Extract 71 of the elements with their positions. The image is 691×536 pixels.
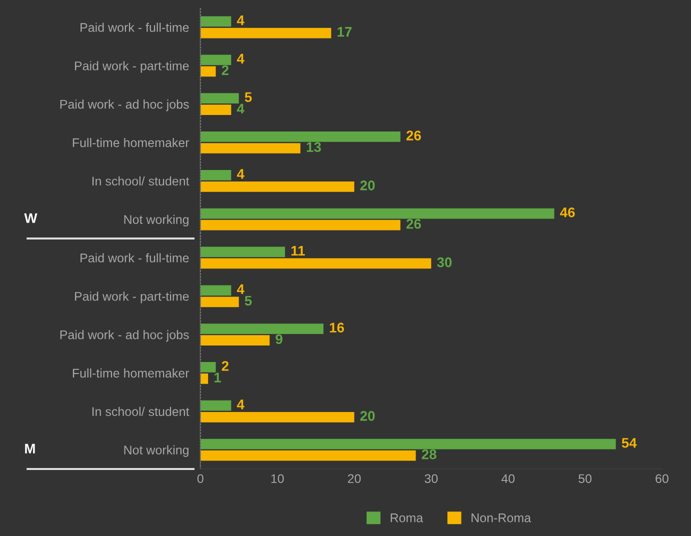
data-label: 4 <box>236 284 244 294</box>
bar <box>200 132 400 142</box>
data-label: 28 <box>422 449 436 460</box>
data-label: 4 <box>236 16 244 26</box>
data-label: 4 <box>236 104 244 114</box>
bar <box>200 220 400 230</box>
data-label: 26 <box>406 218 421 229</box>
x-tick-label: 30 <box>424 474 438 484</box>
bar <box>200 16 232 27</box>
x-tick-label: 10 <box>271 474 284 484</box>
bar <box>200 450 416 461</box>
bar <box>200 66 216 77</box>
data-label: 13 <box>306 142 321 152</box>
data-label: 4 <box>236 400 244 410</box>
bar <box>200 181 354 192</box>
bar <box>200 28 332 38</box>
data-label: 20 <box>360 180 375 190</box>
data-label: 2 <box>222 65 228 76</box>
bar <box>200 54 232 66</box>
data-label: 5 <box>244 296 252 306</box>
bar <box>200 412 354 422</box>
bar <box>200 170 232 180</box>
bar <box>200 93 239 104</box>
y-tick-label: Paid work - ad hoc jobs <box>60 330 189 342</box>
data-label: 17 <box>338 27 352 37</box>
data-label: 5 <box>244 92 252 102</box>
bar <box>200 438 616 450</box>
data-label: 30 <box>437 257 452 268</box>
bar <box>200 104 232 116</box>
y-tick-label: Paid work - full-time <box>80 253 189 262</box>
y-tick-label: Not working <box>124 445 188 457</box>
data-label: 11 <box>291 246 305 256</box>
data-label: 4 <box>236 54 244 64</box>
x-tick-label: 20 <box>348 474 361 484</box>
text: W <box>24 213 38 223</box>
data-label: 16 <box>330 322 344 333</box>
y-tick-label: In school/ student <box>92 406 190 416</box>
bar <box>200 258 432 269</box>
y-tick-label: Not working <box>124 214 188 226</box>
data-label: 20 <box>360 411 375 421</box>
x-tick-label: 60 <box>656 474 668 484</box>
bar <box>200 324 324 334</box>
data-label: 2 <box>222 361 228 371</box>
data-label: 9 <box>276 334 282 344</box>
text: M <box>25 444 35 454</box>
bar <box>200 208 554 219</box>
y-tick-label: Full-time homemaker <box>72 368 190 378</box>
y-tick-label: Paid work - ad hoc jobs <box>60 100 189 112</box>
y-tick-label: In school/ student <box>92 176 190 186</box>
data-label: 4 <box>236 169 244 179</box>
data-label: 26 <box>406 130 421 140</box>
bar <box>200 362 216 372</box>
bar <box>200 246 286 258</box>
bar <box>200 143 300 154</box>
bar <box>200 285 232 296</box>
data-label: 54 <box>622 438 637 448</box>
y-tick-label: Paid work - part-time <box>75 292 189 304</box>
x-tick-label: 0 <box>197 474 204 484</box>
data-label: 46 <box>560 207 575 218</box>
x-tick-label: 50 <box>578 474 592 484</box>
bar <box>200 335 270 346</box>
bar <box>200 374 208 384</box>
data-label: 1 <box>214 372 221 382</box>
bar <box>200 400 232 411</box>
y-tick-label: Paid work - full-time <box>80 22 189 32</box>
legend-label: Roma <box>390 514 424 522</box>
y-tick-label: Paid work - part-time <box>75 61 189 73</box>
y-tick-label: Full-time homemaker <box>72 138 190 148</box>
legend-label: Non-Roma <box>472 514 532 522</box>
bar <box>200 296 239 308</box>
x-tick-label: 40 <box>501 474 515 484</box>
